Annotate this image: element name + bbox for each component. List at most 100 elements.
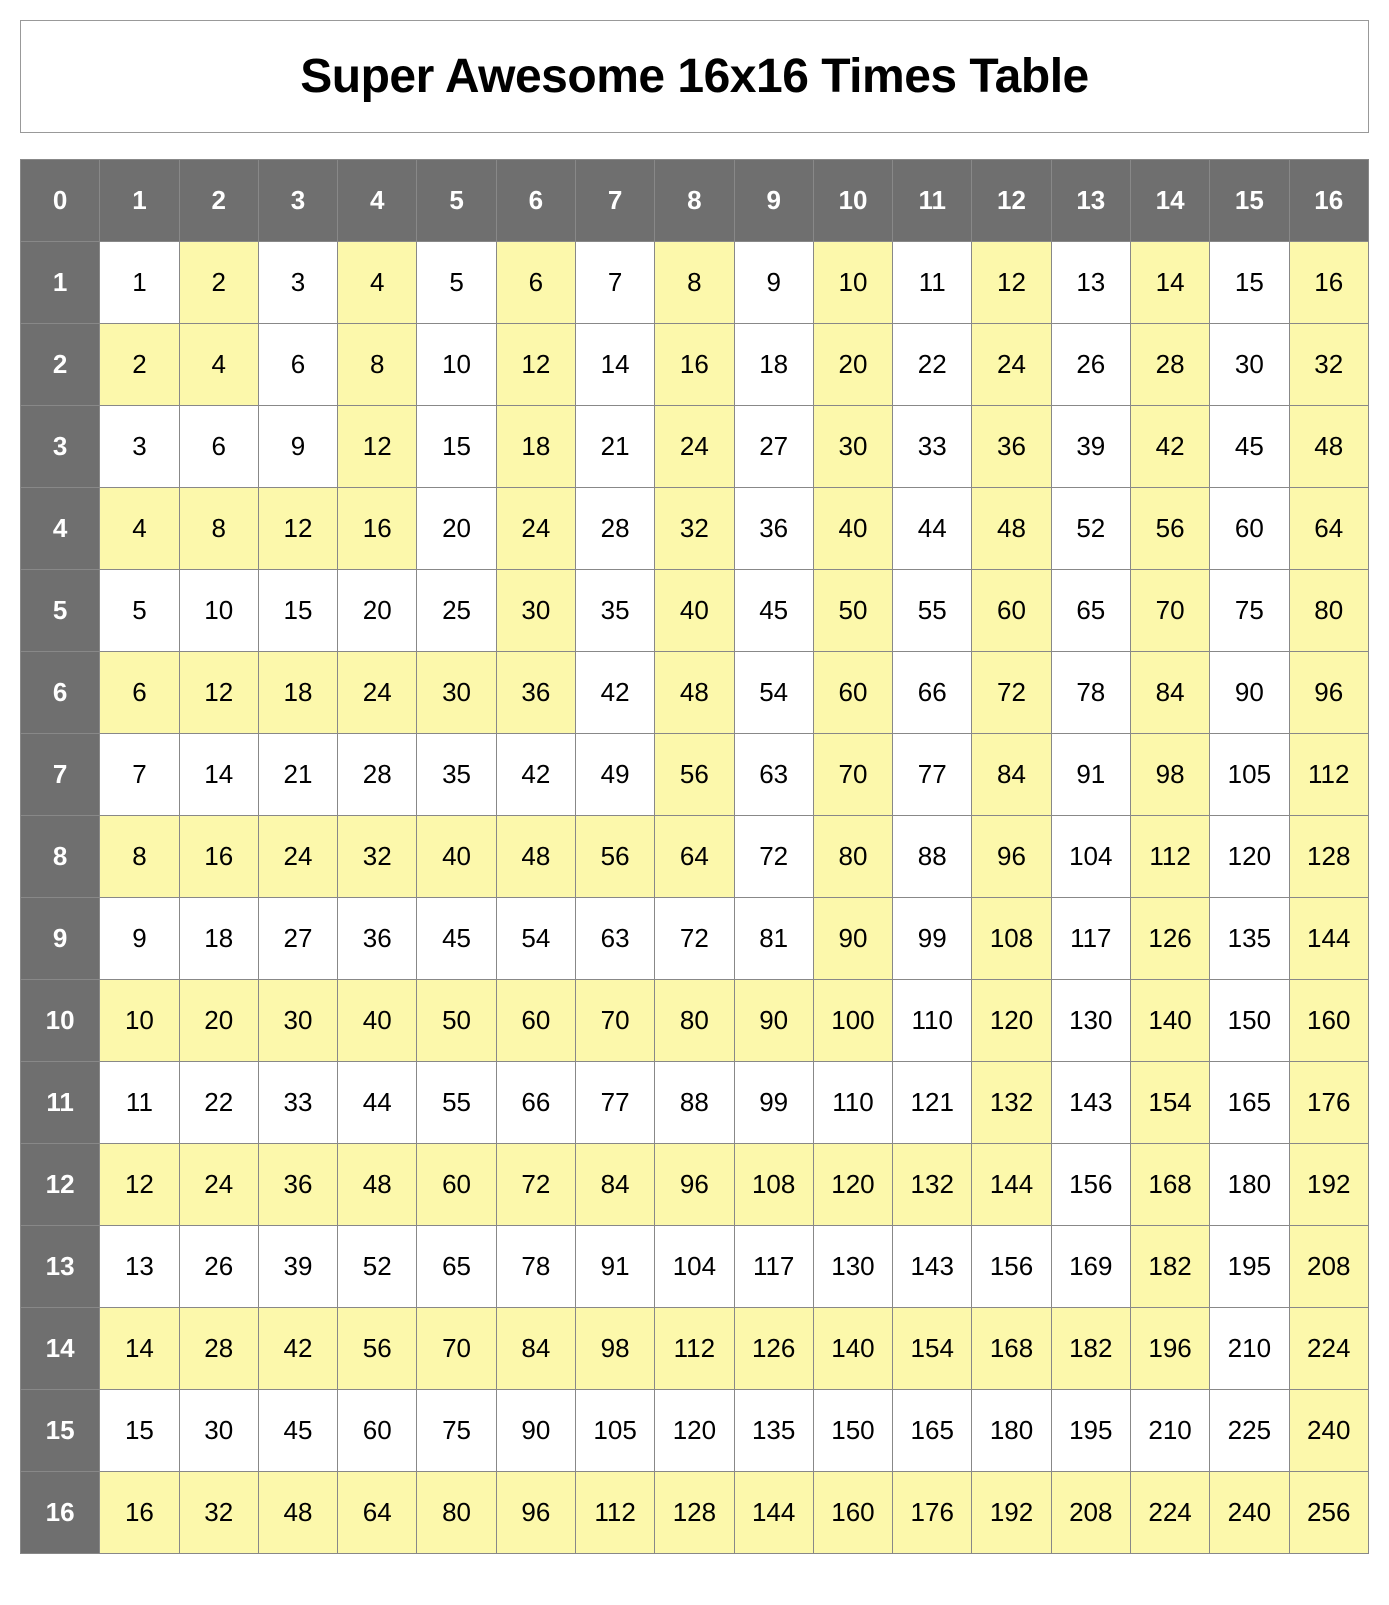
times-table-body: 0123456789101112131415161123456789101112… [21,160,1369,1554]
product-cell: 180 [1210,1144,1289,1226]
product-cell: 39 [258,1226,337,1308]
product-cell: 11 [100,1062,179,1144]
product-cell: 16 [1289,242,1369,324]
row-header: 11 [21,1062,100,1144]
product-cell: 7 [100,734,179,816]
product-cell: 8 [655,242,734,324]
product-cell: 2 [100,324,179,406]
product-cell: 45 [417,898,496,980]
product-cell: 45 [734,570,813,652]
product-cell: 14 [1130,242,1209,324]
product-cell: 52 [1051,488,1130,570]
row-header: 1 [21,242,100,324]
product-cell: 10 [417,324,496,406]
product-cell: 96 [972,816,1051,898]
product-cell: 72 [734,816,813,898]
product-cell: 210 [1210,1308,1289,1390]
row-header: 15 [21,1390,100,1472]
product-cell: 22 [179,1062,258,1144]
product-cell: 12 [179,652,258,734]
product-cell: 75 [417,1390,496,1472]
product-cell: 65 [1051,570,1130,652]
product-cell: 132 [972,1062,1051,1144]
product-cell: 15 [1210,242,1289,324]
product-cell: 18 [179,898,258,980]
product-cell: 40 [655,570,734,652]
product-cell: 98 [575,1308,654,1390]
product-cell: 224 [1130,1472,1209,1554]
product-cell: 24 [972,324,1051,406]
col-header: 2 [179,160,258,242]
product-cell: 36 [496,652,575,734]
product-cell: 90 [1210,652,1289,734]
product-cell: 156 [1051,1144,1130,1226]
product-cell: 36 [972,406,1051,488]
product-cell: 20 [179,980,258,1062]
table-row: 881624324048566472808896104112120128 [21,816,1369,898]
product-cell: 20 [813,324,892,406]
product-cell: 96 [1289,652,1369,734]
product-cell: 176 [1289,1062,1369,1144]
col-header: 7 [575,160,654,242]
product-cell: 208 [1051,1472,1130,1554]
product-cell: 70 [575,980,654,1062]
product-cell: 240 [1289,1390,1369,1472]
product-cell: 143 [893,1226,972,1308]
product-cell: 130 [1051,980,1130,1062]
product-cell: 14 [575,324,654,406]
table-row: 9918273645546372819099108117126135144 [21,898,1369,980]
product-cell: 135 [1210,898,1289,980]
product-cell: 168 [1130,1144,1209,1226]
product-cell: 72 [972,652,1051,734]
product-cell: 6 [100,652,179,734]
col-header: 4 [338,160,417,242]
product-cell: 18 [258,652,337,734]
product-cell: 63 [734,734,813,816]
product-cell: 32 [338,816,417,898]
product-cell: 90 [496,1390,575,1472]
product-cell: 56 [338,1308,417,1390]
product-cell: 130 [813,1226,892,1308]
product-cell: 195 [1051,1390,1130,1472]
product-cell: 70 [1130,570,1209,652]
product-cell: 90 [734,980,813,1062]
product-cell: 132 [893,1144,972,1226]
product-cell: 182 [1130,1226,1209,1308]
product-cell: 27 [734,406,813,488]
row-header: 13 [21,1226,100,1308]
row-header: 2 [21,324,100,406]
product-cell: 224 [1289,1308,1369,1390]
product-cell: 120 [1210,816,1289,898]
product-cell: 6 [496,242,575,324]
product-cell: 60 [496,980,575,1062]
product-cell: 42 [575,652,654,734]
product-cell: 52 [338,1226,417,1308]
product-cell: 32 [179,1472,258,1554]
product-cell: 6 [179,406,258,488]
product-cell: 5 [100,570,179,652]
product-cell: 24 [496,488,575,570]
product-cell: 112 [655,1308,734,1390]
product-cell: 27 [258,898,337,980]
product-cell: 30 [258,980,337,1062]
product-cell: 108 [734,1144,813,1226]
product-cell: 24 [179,1144,258,1226]
table-row: 66121824303642485460667278849096 [21,652,1369,734]
product-cell: 72 [496,1144,575,1226]
product-cell: 144 [734,1472,813,1554]
row-header: 10 [21,980,100,1062]
product-cell: 54 [496,898,575,980]
product-cell: 32 [1289,324,1369,406]
product-cell: 225 [1210,1390,1289,1472]
product-cell: 15 [417,406,496,488]
product-cell: 16 [100,1472,179,1554]
col-header: 6 [496,160,575,242]
product-cell: 16 [179,816,258,898]
product-cell: 120 [972,980,1051,1062]
header-row: 012345678910111213141516 [21,160,1369,242]
product-cell: 112 [575,1472,654,1554]
product-cell: 66 [893,652,972,734]
product-cell: 15 [258,570,337,652]
product-cell: 70 [417,1308,496,1390]
row-header: 3 [21,406,100,488]
